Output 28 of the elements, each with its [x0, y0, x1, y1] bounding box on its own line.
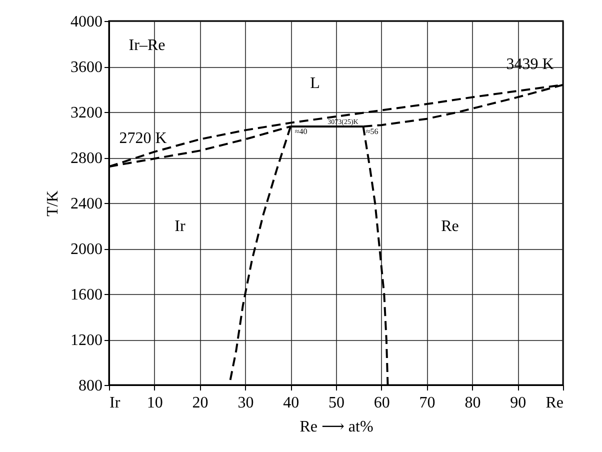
annotation: Re [441, 218, 459, 235]
y-tick-label: 3600 [70, 59, 102, 76]
x-tick-label: 50 [328, 394, 344, 412]
x-axis-title: Re ⟶ at% [300, 418, 374, 436]
x-tick-label: 80 [464, 394, 481, 412]
x-tick-label: 90 [510, 394, 526, 412]
annotation: ≈40 [294, 127, 308, 136]
y-tick-label: 4000 [70, 14, 102, 30]
x-tick-label: Ir [110, 394, 121, 412]
annotation: L [310, 75, 320, 92]
annotation: ≈56 [366, 127, 378, 136]
x-tick-label: Re [546, 394, 564, 412]
x-tick-label: 40 [283, 394, 300, 412]
y-tick-label: 3200 [70, 104, 102, 122]
y-tick-label: 2800 [70, 150, 102, 167]
x-tick-label: 70 [419, 394, 436, 412]
x-tick-label: 20 [192, 394, 208, 412]
y-tick-label: 800 [78, 378, 102, 394]
y-tick-label: 1600 [70, 286, 102, 304]
annotation: Ir [174, 218, 186, 235]
y-tick-label: 2000 [70, 241, 102, 258]
x-tick-label: 30 [238, 394, 254, 412]
y-tick-label: 1200 [70, 332, 102, 349]
y-tick-label: 2400 [70, 196, 102, 212]
x-tick-label: 60 [374, 394, 390, 412]
annotation: 2720 K [119, 130, 168, 147]
y-axis-title: T/K [44, 190, 62, 216]
x-tick-label: 10 [146, 394, 163, 412]
